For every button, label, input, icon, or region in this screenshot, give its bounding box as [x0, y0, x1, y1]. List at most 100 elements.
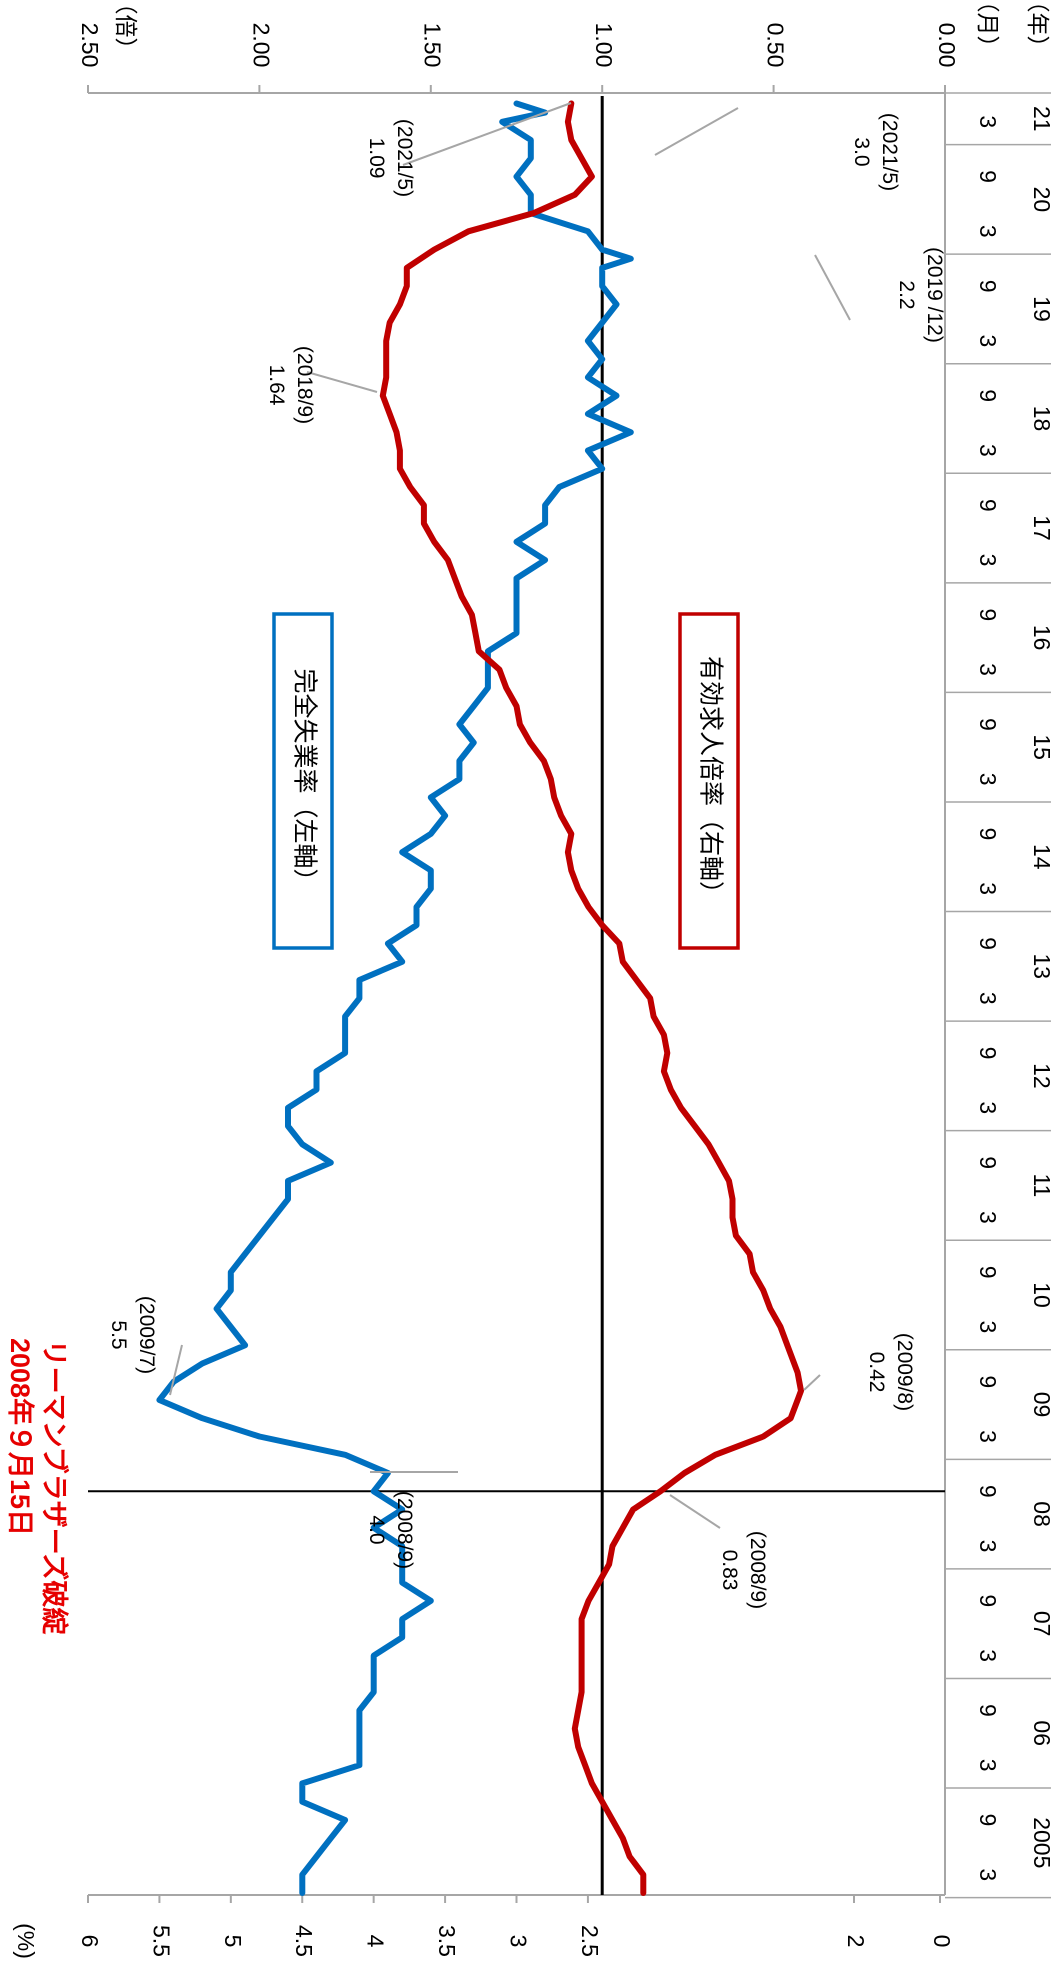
month-label: 9	[975, 828, 1001, 841]
year-label: 2005	[1029, 1817, 1051, 1868]
year-label: 09	[1029, 1392, 1051, 1418]
month-label: 3	[975, 663, 1001, 676]
left-tick-label: 2	[843, 1935, 869, 1948]
year-label: 18	[1029, 406, 1051, 432]
month-label: 3	[975, 115, 1001, 128]
month-axis-label: （月）	[975, 0, 1001, 59]
annotation-value: 1.09	[365, 138, 388, 179]
month-label: 9	[975, 499, 1001, 512]
year-axis-label: （年）	[1025, 0, 1051, 59]
month-label: 9	[975, 937, 1001, 950]
annotation-leader	[402, 102, 572, 166]
year-label: 20	[1029, 187, 1051, 213]
month-label: 3	[975, 1759, 1001, 1772]
annotation-value: 5.5	[107, 1320, 130, 1349]
year-label: 08	[1029, 1501, 1051, 1527]
month-label: 3	[975, 335, 1001, 348]
annotation-date: (2009/8)	[893, 1333, 916, 1411]
month-label: 3	[975, 1430, 1001, 1443]
unemployment-rate-line	[156, 100, 634, 1896]
month-label: 3	[975, 1868, 1001, 1881]
annotation-date: (2018/9)	[293, 346, 316, 424]
annotation-date: (2008/9)	[393, 1491, 416, 1569]
annotation-date: (2021/5)	[393, 119, 416, 197]
month-label: 9	[975, 1485, 1001, 1498]
legend-label: 完全失業率（左軸）	[290, 668, 318, 893]
right-tick-label: 2.50	[77, 23, 103, 68]
month-label: 9	[975, 1266, 1001, 1279]
month-label: 3	[975, 773, 1001, 786]
left-tick-label: 5.5	[148, 1925, 174, 1957]
annotation-date: (2009/7)	[135, 1296, 158, 1374]
annotation-leader	[814, 254, 851, 321]
month-label: 9	[975, 170, 1001, 183]
annotation-date: (2019 /12)	[923, 247, 946, 343]
left-axis-unit: (%)	[13, 1923, 39, 1959]
annotation-date: (2021/5)	[878, 113, 901, 191]
month-label: 9	[975, 1047, 1001, 1060]
left-tick-label: 3	[505, 1935, 531, 1948]
month-label: 9	[975, 718, 1001, 731]
month-label: 3	[975, 992, 1001, 1005]
right-tick-label: 0.00	[934, 23, 960, 68]
year-label: 21	[1029, 106, 1051, 132]
left-tick-label: 4	[363, 1935, 389, 1948]
month-label: 3	[975, 554, 1001, 567]
month-label: 3	[975, 882, 1001, 895]
month-label: 9	[975, 1156, 1001, 1169]
annotation-date: (2008/9)	[746, 1531, 769, 1609]
left-tick-label: 0	[929, 1935, 955, 1948]
month-label: 9	[975, 1594, 1001, 1607]
month-label: 9	[975, 1814, 1001, 1827]
left-tick-label: 3.5	[434, 1925, 460, 1957]
year-label: 15	[1029, 734, 1051, 760]
annotation-value: 0.83	[718, 1550, 741, 1591]
year-label: 13	[1029, 954, 1051, 980]
right-tick-label: 0.50	[763, 23, 789, 68]
left-tick-label: 4.5	[291, 1925, 317, 1957]
annotation-leader	[669, 1494, 721, 1529]
year-label: 16	[1029, 625, 1051, 651]
annotation-value: 4.0	[365, 1515, 388, 1544]
annotation-value: 1.64	[265, 365, 288, 406]
legend-box	[272, 612, 334, 950]
month-label: 3	[975, 1101, 1001, 1114]
event-label-name: リーマンブラザーズ破綻	[39, 1340, 70, 1635]
right-tick-label: 1.00	[591, 23, 617, 68]
annotation-leader	[169, 1344, 183, 1396]
month-label: 9	[975, 608, 1001, 621]
left-tick-label: 2.5	[577, 1925, 603, 1957]
month-label: 3	[975, 1321, 1001, 1334]
year-label: 12	[1029, 1063, 1051, 1089]
annotation-value: 3.0	[850, 137, 873, 166]
annotation-leader	[654, 107, 739, 156]
year-label: 14	[1029, 844, 1051, 870]
month-label: 3	[975, 1649, 1001, 1662]
annotation-value: 2.2	[895, 280, 918, 309]
month-label: 3	[975, 1211, 1001, 1224]
year-label: 06	[1029, 1720, 1051, 1746]
legend-box	[678, 612, 740, 950]
month-label: 9	[975, 1375, 1001, 1388]
month-label: 9	[975, 280, 1001, 293]
right-axis-unit: （倍）	[113, 0, 139, 61]
plot-area: 0 2 2.5 3 3.5 4 4.5 5 5.5 6 (%) 0.00 0.50 1.00 1.50 2.0…	[5, 0, 1051, 1959]
month-label: 9	[975, 389, 1001, 402]
year-label: 19	[1029, 296, 1051, 322]
job-offers-ratio-line	[379, 100, 804, 1896]
annotation-value: 0.42	[865, 1352, 888, 1393]
right-tick-label: 2.00	[248, 23, 274, 68]
year-label: 10	[1029, 1282, 1051, 1308]
annotation-leader	[803, 1374, 821, 1391]
month-label: 3	[975, 444, 1001, 457]
year-label: 07	[1029, 1611, 1051, 1637]
left-tick-label: 6	[77, 1935, 103, 1948]
month-label: 3	[975, 1540, 1001, 1553]
month-label: 9	[975, 1704, 1001, 1717]
left-tick-label: 5	[220, 1935, 246, 1948]
legend-label: 有効求人倍率（右軸）	[696, 656, 724, 906]
month-label: 3	[975, 225, 1001, 238]
right-tick-label: 1.50	[420, 23, 446, 68]
year-label: 11	[1029, 1173, 1051, 1197]
